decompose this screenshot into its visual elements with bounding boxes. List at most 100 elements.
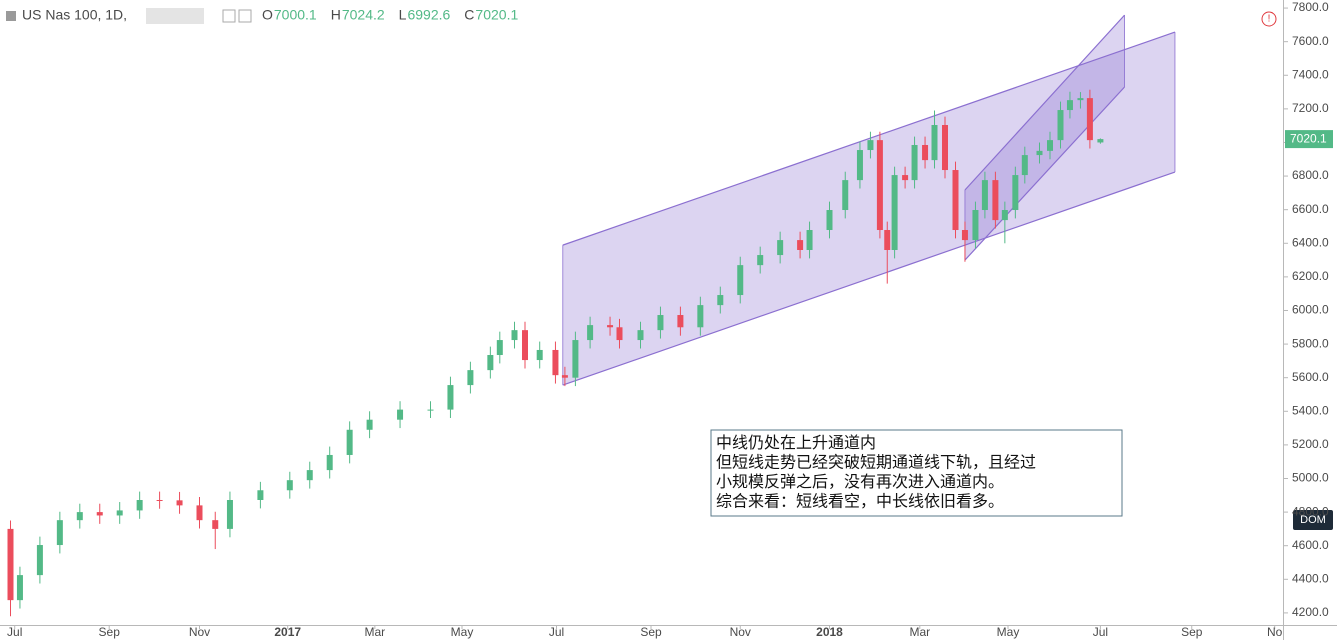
y-tick-label: 5400.0 xyxy=(1292,403,1329,417)
x-tick-label: Nov xyxy=(189,625,210,639)
candle-body xyxy=(867,140,874,151)
candle-body xyxy=(931,125,938,161)
annotation-line: 中线仍处在上升通道内 xyxy=(716,433,876,452)
dom-label[interactable]: DOM xyxy=(1300,514,1326,526)
candle-body xyxy=(1086,98,1093,141)
candle-body xyxy=(1012,175,1019,211)
candle-body xyxy=(156,500,163,501)
y-tick-label: 4800.0 xyxy=(1292,504,1329,518)
settings-icon[interactable] xyxy=(238,9,252,23)
x-tick-label: May xyxy=(997,625,1020,639)
channel-fill xyxy=(964,15,1125,261)
candle-body xyxy=(637,330,644,341)
x-tick-label: Jul xyxy=(549,625,564,639)
candle-body xyxy=(911,144,918,181)
alert-icon[interactable] xyxy=(1261,11,1277,27)
channel-upper xyxy=(562,31,1176,246)
x-tick-label: Sep xyxy=(1181,625,1203,639)
candle-body xyxy=(891,175,898,250)
last-price-label: 7020.1 xyxy=(1290,131,1327,145)
x-tick-label: No xyxy=(1267,625,1283,639)
x-tick-label: Jul xyxy=(1093,625,1108,639)
candle-body xyxy=(1001,210,1008,221)
annotation-line: 综合来看：短线看空，中长线依旧看多。 xyxy=(716,492,1004,511)
y-tick-label: 6800.0 xyxy=(1292,168,1329,182)
y-tick-label: 5800.0 xyxy=(1292,336,1329,350)
ohlc-label: L xyxy=(399,7,407,23)
ohlc-label: C xyxy=(464,7,474,23)
candle-body xyxy=(972,210,979,241)
candle-body xyxy=(176,500,183,506)
candle-body xyxy=(397,409,404,420)
candle-body xyxy=(552,349,559,376)
candle-body xyxy=(587,325,594,341)
x-tick-label: Mar xyxy=(909,625,930,639)
y-tick-label: 5600.0 xyxy=(1292,370,1329,384)
candle-body xyxy=(76,512,83,521)
alert-mark: ! xyxy=(1268,14,1271,25)
candle-body xyxy=(467,370,474,386)
ohlc-value: 7024.2 xyxy=(342,7,385,23)
candle-body xyxy=(1066,100,1073,111)
candle-body xyxy=(136,500,143,511)
candle-body xyxy=(657,315,664,331)
y-tick-label: 7800.0 xyxy=(1292,0,1329,14)
ohlc-label: H xyxy=(331,7,341,23)
symbol: US Nas 100, 1D, xyxy=(22,7,127,23)
candle-body xyxy=(981,180,988,211)
y-tick-label: 4400.0 xyxy=(1292,571,1329,585)
candle-body xyxy=(522,330,528,361)
x-tick-label: May xyxy=(451,625,474,639)
candle-body xyxy=(96,512,103,516)
y-tick-label: 4200.0 xyxy=(1292,605,1329,619)
dom-button[interactable] xyxy=(1293,510,1333,530)
candle-body xyxy=(212,520,219,529)
candle-body xyxy=(797,240,804,250)
candle-body xyxy=(536,349,543,361)
candle-body xyxy=(737,265,744,296)
ohlc-label: O xyxy=(262,7,273,23)
candle-body xyxy=(952,170,959,231)
x-tick-label: Mar xyxy=(365,625,386,639)
plot-area xyxy=(7,14,1176,617)
candle-body xyxy=(7,528,14,601)
y-tick-label: 5200.0 xyxy=(1292,437,1329,451)
candle-body xyxy=(922,144,929,161)
y-tick-label: 7600.0 xyxy=(1292,34,1329,48)
candle-body xyxy=(427,409,434,411)
eye-icon[interactable] xyxy=(222,9,236,23)
candle-body xyxy=(36,545,43,576)
candle-body xyxy=(487,355,494,371)
candle-body xyxy=(902,175,909,181)
last-price-box xyxy=(1285,130,1333,149)
candle-body xyxy=(1047,140,1053,151)
candle-body xyxy=(942,125,948,171)
symbol-icon xyxy=(6,11,16,21)
candle-body xyxy=(56,520,63,546)
x-tick-label: Jul xyxy=(7,625,22,639)
candle-body xyxy=(116,510,123,516)
annotation-line: 小规模反弹之后，没有再次进入通道内。 xyxy=(716,472,1004,491)
candle-body xyxy=(826,210,833,231)
candle-body xyxy=(326,454,333,471)
candle-body xyxy=(961,230,968,241)
y-tick-label: 7200.0 xyxy=(1292,101,1329,115)
y-tick-label: 6200.0 xyxy=(1292,269,1329,283)
candle-body xyxy=(16,575,23,601)
candle-body xyxy=(447,385,454,410)
candle-body xyxy=(561,375,568,378)
ohlc-value: 7020.1 xyxy=(475,7,518,23)
ohlc-value: 6992.6 xyxy=(407,7,450,23)
candle-body xyxy=(806,230,813,250)
annotation-line: 但短线走势已经突破短期通道线下轨，且经过 xyxy=(716,453,1036,472)
y-tick-label: 6400.0 xyxy=(1292,235,1329,249)
x-tick-label: 2017 xyxy=(274,625,301,639)
ohlc-value: 7000.1 xyxy=(274,7,317,23)
candle-body xyxy=(992,180,999,221)
candle-body xyxy=(1057,110,1064,141)
y-tick-label: 7400.0 xyxy=(1292,67,1329,81)
candle-body xyxy=(286,480,293,491)
candle-body xyxy=(306,470,313,481)
